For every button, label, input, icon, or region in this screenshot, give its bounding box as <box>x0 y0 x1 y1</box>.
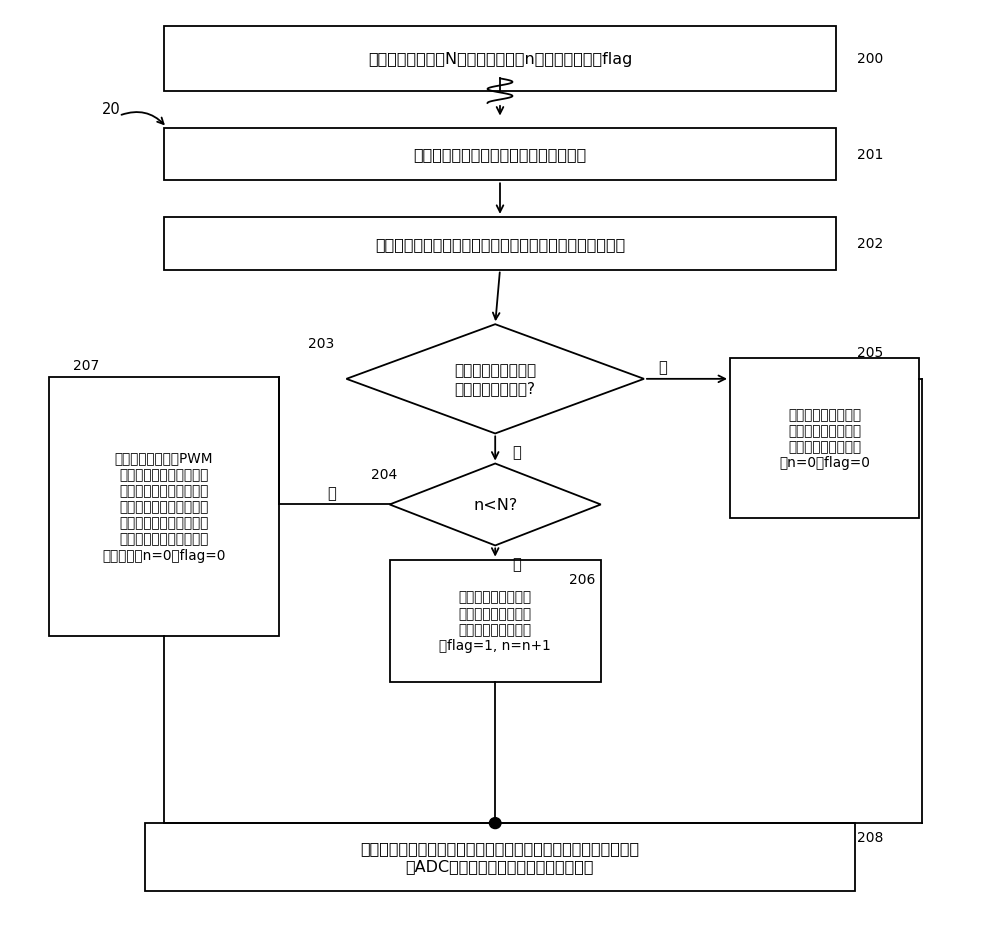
Text: 207: 207 <box>73 359 99 373</box>
Text: 根据电机驱动电路的时间采样点和估算标志位，对电机驱动电路进
行ADC采样得到电机驱动电路的三相电流: 根据电机驱动电路的时间采样点和估算标志位，对电机驱动电路进 行ADC采样得到电机… <box>360 841 640 873</box>
Text: 205: 205 <box>857 346 883 360</box>
Text: 是: 是 <box>512 445 521 459</box>
Text: 20: 20 <box>102 102 120 117</box>
Text: 否: 否 <box>658 360 667 375</box>
Text: n<N?: n<N? <box>473 497 517 512</box>
Polygon shape <box>390 464 601 546</box>
Text: 根据非零电流矢量的
时间计算电机驱动电
路的时间采样点，并
且flag=1, n=n+1: 根据非零电流矢量的 时间计算电机驱动电 路的时间采样点，并 且flag=1, n… <box>439 590 551 652</box>
Text: 对电机驱动电路的PWM
脉冲进行移相或者补偿，
重新计算电机驱动电路的
非零电流矢量的时间，根
据非零电流矢量的时间计
算电机驱动电路的时间采
样点，并且n=0: 对电机驱动电路的PWM 脉冲进行移相或者补偿， 重新计算电机驱动电路的 非零电流… <box>102 451 226 562</box>
FancyBboxPatch shape <box>730 359 919 518</box>
Text: 203: 203 <box>308 337 334 351</box>
Text: 根据非零电流矢量的
时间计算电机驱动电
路的时间采样点，并
且n=0，flag=0: 根据非零电流矢量的 时间计算电机驱动电 路的时间采样点，并 且n=0，flag=… <box>779 407 870 470</box>
Text: 否: 否 <box>327 485 336 500</box>
Text: 208: 208 <box>857 830 883 844</box>
Text: 时间采样区域是否位
于电机的非观测区?: 时间采样区域是否位 于电机的非观测区? <box>454 363 536 395</box>
FancyBboxPatch shape <box>49 377 279 637</box>
Text: 206: 206 <box>569 573 595 586</box>
Text: 根据非零电流矢量的时间计算电机驱动电路的时间采样区域: 根据非零电流矢量的时间计算电机驱动电路的时间采样区域 <box>375 237 625 251</box>
Circle shape <box>489 818 501 829</box>
Text: 204: 204 <box>371 468 398 482</box>
FancyBboxPatch shape <box>164 217 836 270</box>
FancyBboxPatch shape <box>390 560 601 683</box>
Text: 202: 202 <box>857 237 883 251</box>
FancyBboxPatch shape <box>164 128 836 181</box>
FancyBboxPatch shape <box>164 27 836 92</box>
Text: 200: 200 <box>857 52 883 66</box>
Text: 计算电机驱动电路的非零电流矢量的时间: 计算电机驱动电路的非零电流矢量的时间 <box>413 148 587 162</box>
Text: 是: 是 <box>512 557 521 572</box>
Text: 设定最大估算次数N、当前估算次数n以及估算标志位flag: 设定最大估算次数N、当前估算次数n以及估算标志位flag <box>368 52 632 67</box>
FancyBboxPatch shape <box>145 823 855 891</box>
Polygon shape <box>346 325 644 434</box>
Text: 201: 201 <box>857 148 883 161</box>
